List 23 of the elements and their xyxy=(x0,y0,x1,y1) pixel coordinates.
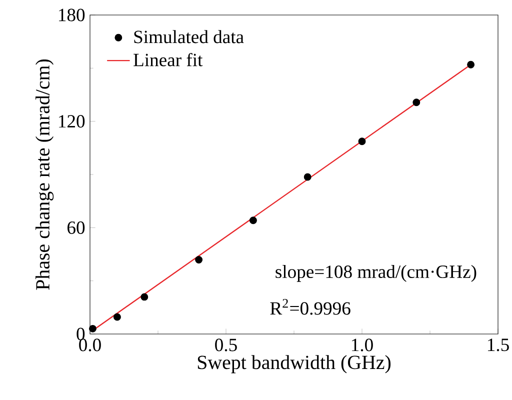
point xyxy=(113,313,121,321)
point xyxy=(195,256,203,264)
y-tick-label: 0 xyxy=(76,328,85,340)
point xyxy=(467,60,475,68)
y-tick-label: 60 xyxy=(68,221,85,234)
y-tick-label: 120 xyxy=(59,115,85,128)
y-tick-label: 180 xyxy=(59,8,85,22)
point xyxy=(412,98,420,106)
x-tick-label: 0.5 xyxy=(215,338,237,352)
legend-label: Simulated data xyxy=(134,30,244,44)
y-axis-title: Phase change rate (mrad/cm) xyxy=(35,59,54,290)
point xyxy=(304,173,312,181)
point xyxy=(89,324,96,332)
point xyxy=(140,293,148,301)
annotation: slope=108 mrad/(cm·GHz) xyxy=(276,264,476,282)
x-axis-title: Swept bandwidth (GHz) xyxy=(198,355,391,374)
point xyxy=(249,216,257,224)
x-tick-label: 1.5 xyxy=(488,338,509,352)
x-tick-label: 0.0 xyxy=(79,338,101,352)
annotation: R$^{2}$=0.9996 xyxy=(270,298,350,315)
point xyxy=(358,138,366,146)
x-tick-label: 1.0 xyxy=(352,338,373,352)
legend-label: Linear fit xyxy=(134,53,203,66)
